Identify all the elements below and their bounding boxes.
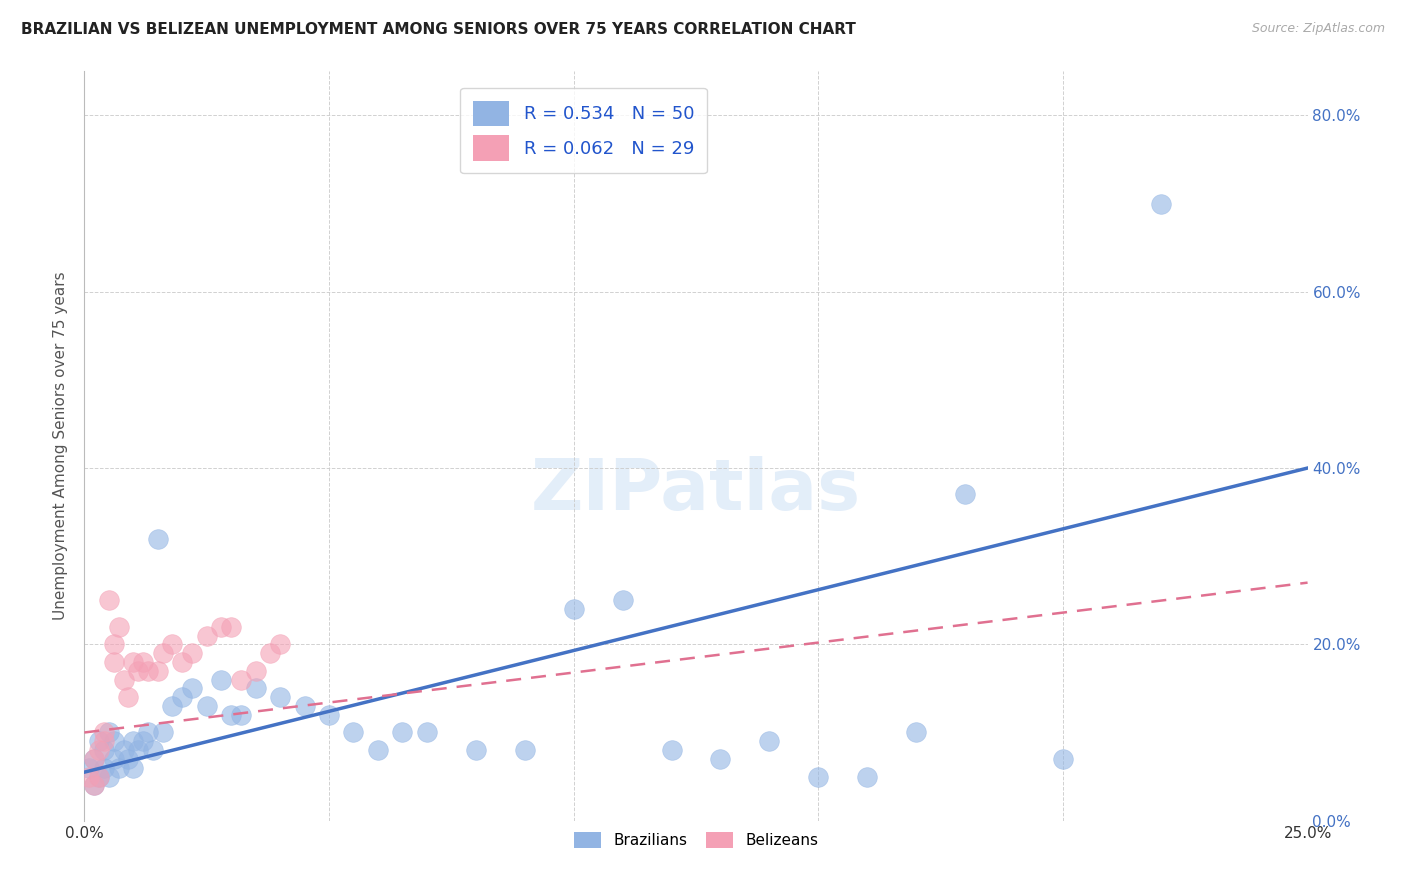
Point xyxy=(367,743,389,757)
Point xyxy=(229,673,252,687)
Point xyxy=(152,725,174,739)
Point xyxy=(103,734,125,748)
Point xyxy=(103,752,125,766)
Point xyxy=(905,725,928,739)
Point xyxy=(416,725,439,739)
Point xyxy=(127,664,149,678)
Point xyxy=(122,734,145,748)
Point xyxy=(259,646,281,660)
Point xyxy=(87,734,110,748)
Point xyxy=(391,725,413,739)
Point xyxy=(172,690,194,705)
Point xyxy=(83,778,105,792)
Point xyxy=(195,628,218,642)
Point xyxy=(122,655,145,669)
Point xyxy=(209,620,232,634)
Point xyxy=(93,761,115,775)
Point xyxy=(93,743,115,757)
Point xyxy=(122,761,145,775)
Point xyxy=(219,620,242,634)
Point xyxy=(195,699,218,714)
Point xyxy=(87,743,110,757)
Point xyxy=(758,734,780,748)
Text: BRAZILIAN VS BELIZEAN UNEMPLOYMENT AMONG SENIORS OVER 75 YEARS CORRELATION CHART: BRAZILIAN VS BELIZEAN UNEMPLOYMENT AMONG… xyxy=(21,22,856,37)
Point xyxy=(83,752,105,766)
Point xyxy=(219,707,242,722)
Point xyxy=(269,637,291,651)
Point xyxy=(97,593,120,607)
Point xyxy=(562,602,585,616)
Point xyxy=(709,752,731,766)
Point xyxy=(953,487,976,501)
Point xyxy=(87,770,110,784)
Point xyxy=(87,770,110,784)
Point xyxy=(107,761,129,775)
Point xyxy=(513,743,536,757)
Point xyxy=(1052,752,1074,766)
Point xyxy=(77,761,100,775)
Legend: Brazilians, Belizeans: Brazilians, Belizeans xyxy=(568,826,824,855)
Point xyxy=(107,620,129,634)
Point xyxy=(661,743,683,757)
Point xyxy=(245,664,267,678)
Point xyxy=(294,699,316,714)
Point xyxy=(152,646,174,660)
Text: ZIPatlas: ZIPatlas xyxy=(531,457,860,525)
Point xyxy=(1150,196,1173,211)
Point xyxy=(229,707,252,722)
Point xyxy=(245,681,267,696)
Point xyxy=(117,752,139,766)
Point xyxy=(136,725,159,739)
Point xyxy=(97,770,120,784)
Point xyxy=(162,637,184,651)
Point xyxy=(97,725,120,739)
Point xyxy=(112,673,135,687)
Point xyxy=(209,673,232,687)
Point xyxy=(342,725,364,739)
Point xyxy=(464,743,486,757)
Point xyxy=(162,699,184,714)
Point xyxy=(142,743,165,757)
Point xyxy=(117,690,139,705)
Point xyxy=(127,743,149,757)
Point xyxy=(93,734,115,748)
Point xyxy=(181,681,204,696)
Point xyxy=(83,778,105,792)
Point xyxy=(172,655,194,669)
Point xyxy=(181,646,204,660)
Point xyxy=(112,743,135,757)
Point xyxy=(318,707,340,722)
Point xyxy=(807,770,830,784)
Point xyxy=(146,664,169,678)
Point xyxy=(132,655,155,669)
Point xyxy=(856,770,879,784)
Point xyxy=(146,532,169,546)
Point xyxy=(103,637,125,651)
Point xyxy=(103,655,125,669)
Point xyxy=(132,734,155,748)
Text: Source: ZipAtlas.com: Source: ZipAtlas.com xyxy=(1251,22,1385,36)
Point xyxy=(612,593,634,607)
Y-axis label: Unemployment Among Seniors over 75 years: Unemployment Among Seniors over 75 years xyxy=(53,272,69,620)
Point xyxy=(77,770,100,784)
Point xyxy=(136,664,159,678)
Point xyxy=(93,725,115,739)
Point xyxy=(83,752,105,766)
Point xyxy=(269,690,291,705)
